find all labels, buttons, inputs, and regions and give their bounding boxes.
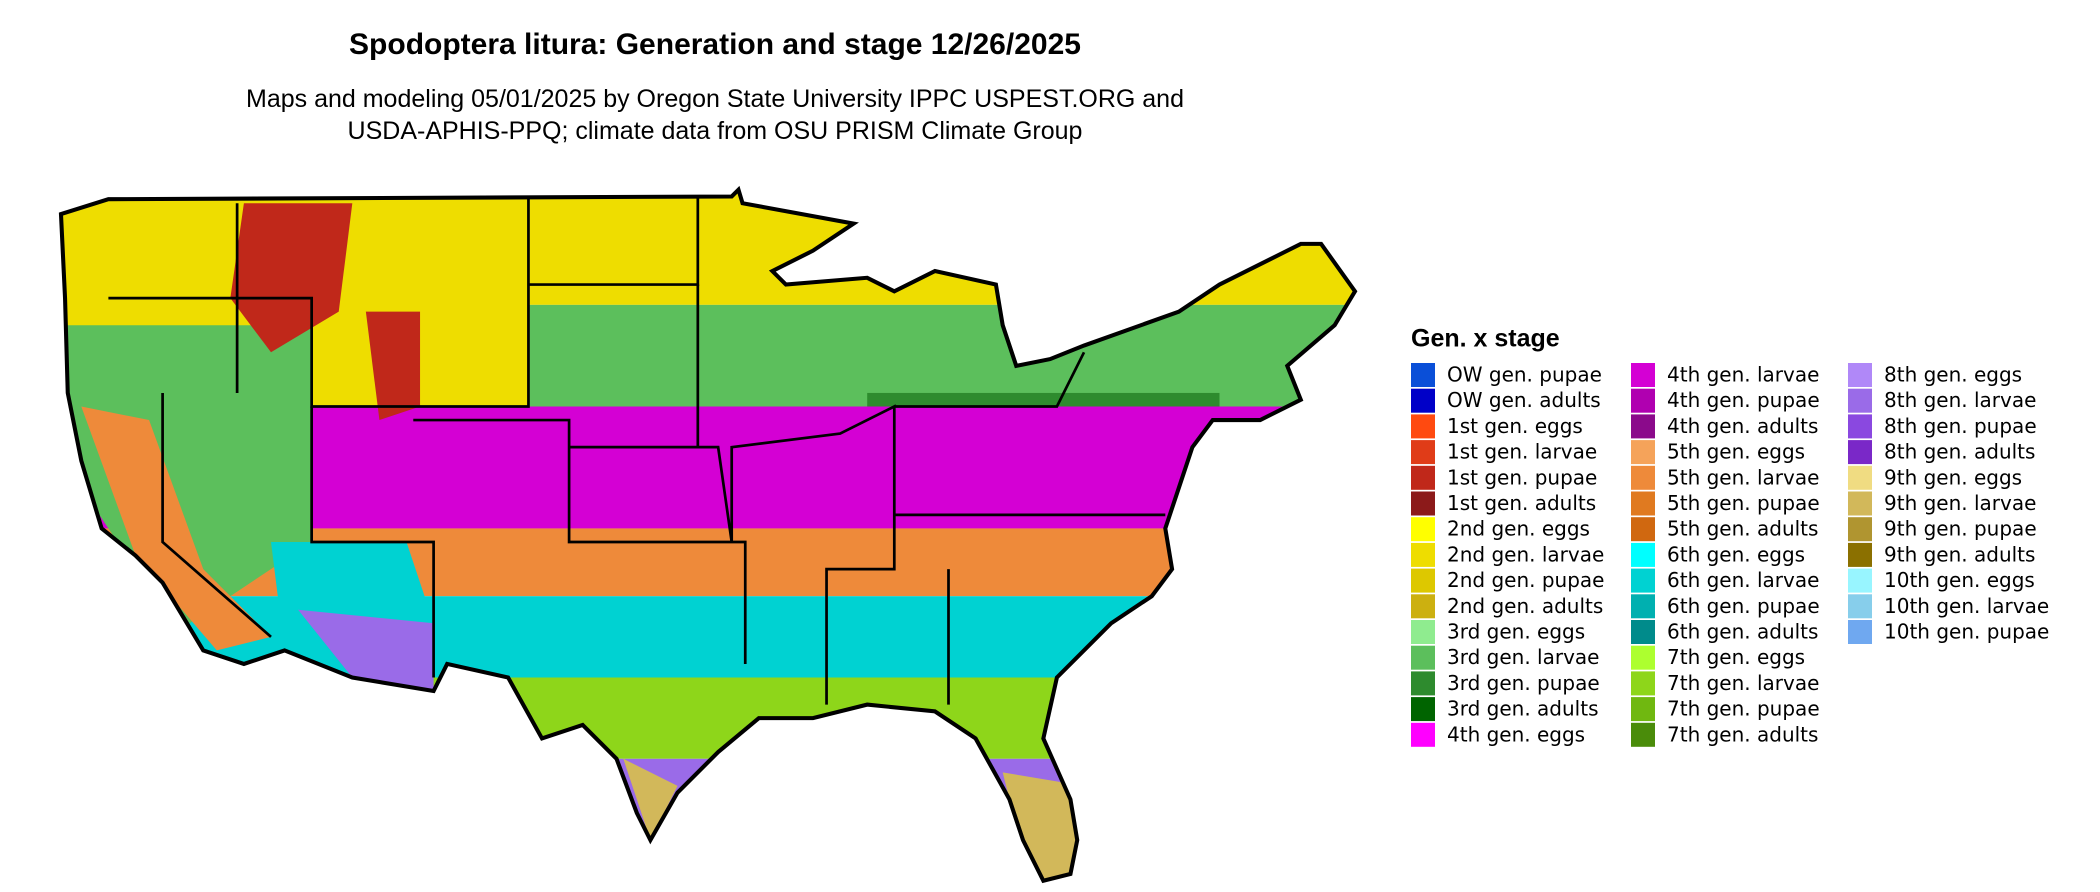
legend-swatch: [1411, 363, 1435, 387]
legend-label: 7th gen. eggs: [1667, 645, 1805, 669]
legend-swatch: [1631, 440, 1655, 465]
state-borders: [108, 196, 1166, 705]
legend-swatch: [1411, 568, 1435, 593]
legend-label: 9th gen. pupae: [1884, 517, 2037, 541]
legend-label: 7th gen. larvae: [1667, 671, 1819, 695]
legend-label: 2nd gen. larvae: [1447, 542, 1604, 566]
legend-label: 3rd gen. larvae: [1447, 645, 1599, 669]
map-title: Spodoptera litura: Generation and stage …: [349, 28, 1081, 61]
legend-label: 2nd gen. adults: [1447, 594, 1603, 618]
legend-swatch: [1848, 388, 1872, 413]
legend-label: 9th gen. adults: [1884, 542, 2035, 566]
legend-swatch: [1631, 465, 1655, 490]
legend-swatch: [1631, 697, 1655, 722]
legend-swatch: [1411, 697, 1435, 722]
legend-label: 2nd gen. pupae: [1447, 568, 1604, 592]
legend-swatch: [1848, 363, 1872, 387]
legend-label: 8th gen. pupae: [1884, 414, 2037, 438]
legend-label: 4th gen. pupae: [1667, 388, 1820, 412]
legend-label: 10th gen. eggs: [1884, 568, 2035, 592]
legend-swatch: [1848, 491, 1872, 516]
legend-swatch: [1631, 517, 1655, 542]
legend-swatch: [1631, 491, 1655, 516]
legend-swatch: [1631, 568, 1655, 593]
legend-swatch: [1631, 620, 1655, 644]
legend-label: 9th gen. larvae: [1884, 491, 2036, 515]
legend-swatch: [1411, 645, 1435, 670]
legend-label: OW gen. pupae: [1447, 363, 1602, 387]
legend-label: 4th gen. larvae: [1667, 363, 1819, 387]
map-subtitle: USDA-APHIS-PPQ; climate data from OSU PR…: [347, 117, 1083, 145]
legend-label: 7th gen. pupae: [1667, 697, 1820, 721]
legend-label: OW gen. adults: [1447, 388, 1601, 412]
legend-swatch: [1411, 465, 1435, 490]
legend-label: 4th gen. eggs: [1447, 722, 1585, 746]
legend-label: 8th gen. adults: [1884, 440, 2035, 464]
legend-label: 1st gen. adults: [1447, 491, 1596, 515]
legend-label: 10th gen. pupae: [1884, 620, 2049, 644]
legend-swatch: [1411, 620, 1435, 644]
legend-swatch: [1411, 388, 1435, 413]
legend-label: 1st gen. eggs: [1447, 414, 1583, 438]
legend-swatch: [1411, 722, 1435, 747]
legend-swatch: [1411, 542, 1435, 567]
legend-label: 4th gen. adults: [1667, 414, 1818, 438]
legend-label: 3rd gen. pupae: [1447, 671, 1600, 695]
legend-swatch: [1631, 542, 1655, 567]
legend-swatch: [1631, 671, 1655, 696]
legend-swatch: [1848, 568, 1872, 593]
legend-label: 3rd gen. adults: [1447, 697, 1598, 721]
legend-label: 10th gen. larvae: [1884, 594, 2049, 618]
legend-swatch: [1631, 363, 1655, 387]
legend-swatch: [1631, 414, 1655, 439]
legend-label: 5th gen. eggs: [1667, 440, 1805, 464]
legend-swatch: [1848, 620, 1872, 644]
legend-label: 1st gen. larvae: [1447, 440, 1597, 464]
legend-label: 5th gen. adults: [1667, 517, 1818, 541]
legend-swatch: [1411, 414, 1435, 439]
legend-label: 1st gen. pupae: [1447, 465, 1597, 489]
legend-label: 8th gen. eggs: [1884, 363, 2022, 387]
map-subtitle: Maps and modeling 05/01/2025 by Oregon S…: [246, 85, 1184, 113]
legend-swatch: [1631, 645, 1655, 670]
legend-swatch: [1411, 594, 1435, 619]
legend-swatch: [1848, 440, 1872, 465]
legend-swatch: [1848, 517, 1872, 542]
map: [0, 0, 1400, 892]
legend-swatch: [1848, 414, 1872, 439]
legend-swatch: [1411, 517, 1435, 542]
legend-swatch: [1848, 465, 1872, 490]
legend-swatch: [1848, 594, 1872, 619]
legend-label: 2nd gen. eggs: [1447, 517, 1590, 541]
legend-label: 8th gen. larvae: [1884, 388, 2036, 412]
legend-swatch: [1631, 388, 1655, 413]
legend-label: 5th gen. pupae: [1667, 491, 1820, 515]
legend-label: 3rd gen. eggs: [1447, 620, 1585, 644]
legend-label: 9th gen. eggs: [1884, 465, 2022, 489]
legend-swatch: [1631, 722, 1655, 747]
legend-swatch: [1411, 671, 1435, 696]
legend-label: 6th gen. larvae: [1667, 568, 1819, 592]
legend-label: 7th gen. adults: [1667, 722, 1818, 746]
legend-swatch: [1848, 542, 1872, 567]
legend-swatch: [1411, 440, 1435, 465]
legend-label: 6th gen. adults: [1667, 620, 1818, 644]
legend-swatch: [1411, 491, 1435, 516]
legend-swatch: [1631, 594, 1655, 619]
legend-title: Gen. x stage: [1411, 325, 1560, 353]
legend-label: 6th gen. pupae: [1667, 594, 1820, 618]
legend-label: 5th gen. larvae: [1667, 465, 1819, 489]
legend-label: 6th gen. eggs: [1667, 542, 1805, 566]
